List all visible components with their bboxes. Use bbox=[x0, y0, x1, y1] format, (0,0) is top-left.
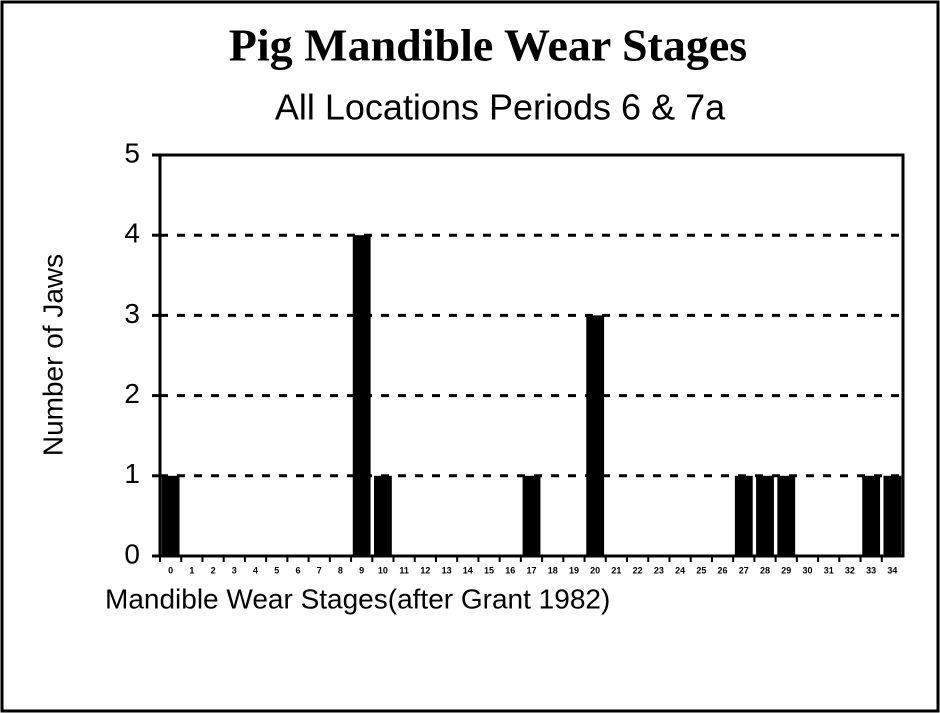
x-tick-label: 24 bbox=[675, 565, 685, 575]
x-tick-label: 19 bbox=[569, 565, 579, 575]
bar bbox=[161, 475, 180, 556]
x-tick-label: 30 bbox=[802, 565, 812, 575]
x-tick-label: 5 bbox=[274, 565, 279, 575]
x-tick-label: 4 bbox=[253, 565, 258, 575]
x-tick-label: 11 bbox=[399, 565, 409, 575]
bar bbox=[586, 315, 605, 556]
bar bbox=[883, 475, 902, 556]
y-tick-label: 3 bbox=[124, 298, 140, 329]
x-tick-label: 9 bbox=[359, 565, 364, 575]
x-tick-label: 26 bbox=[718, 565, 728, 575]
bar bbox=[777, 475, 796, 556]
x-tick-label: 28 bbox=[760, 565, 770, 575]
bar bbox=[373, 475, 392, 556]
x-tick-label: 0 bbox=[168, 565, 173, 575]
x-tick-label: 10 bbox=[378, 565, 388, 575]
x-tick-label: 7 bbox=[317, 565, 322, 575]
x-tick-label: 1 bbox=[189, 565, 194, 575]
x-tick-label: 12 bbox=[420, 565, 430, 575]
x-tick-label: 15 bbox=[484, 565, 494, 575]
x-tick-label: 23 bbox=[654, 565, 664, 575]
x-tick-label: 20 bbox=[590, 565, 600, 575]
x-tick-label: 3 bbox=[232, 565, 237, 575]
x-axis-label: Mandible Wear Stages(after Grant 1982) bbox=[105, 583, 610, 614]
x-tick-label: 18 bbox=[548, 565, 558, 575]
x-tick-label: 2 bbox=[211, 565, 216, 575]
x-tick-label: 21 bbox=[611, 565, 621, 575]
x-tick-label: 16 bbox=[505, 565, 515, 575]
x-tick-label: 32 bbox=[845, 565, 855, 575]
x-tick-label: 34 bbox=[887, 565, 897, 575]
bar bbox=[352, 235, 371, 556]
x-tick-label: 27 bbox=[739, 565, 749, 575]
x-tick-label: 8 bbox=[338, 565, 343, 575]
y-tick-label: 2 bbox=[124, 378, 140, 409]
x-tick-label: 22 bbox=[633, 565, 643, 575]
y-tick-label: 4 bbox=[124, 218, 140, 249]
x-tick-label: 25 bbox=[696, 565, 706, 575]
bar bbox=[862, 475, 881, 556]
y-tick-label: 1 bbox=[124, 458, 140, 489]
bar bbox=[756, 475, 774, 556]
bar bbox=[522, 475, 541, 556]
chart-subtitle: All Locations Periods 6 & 7a bbox=[275, 87, 726, 128]
x-tick-label: 31 bbox=[824, 565, 834, 575]
y-tick-label: 5 bbox=[124, 137, 140, 168]
y-tick-label: 0 bbox=[124, 538, 140, 569]
x-tick-label: 17 bbox=[526, 565, 536, 575]
x-tick-label: 14 bbox=[463, 565, 473, 575]
y-axis-label: Number of Jaws bbox=[37, 254, 68, 456]
x-tick-label: 33 bbox=[866, 565, 876, 575]
chart-title: Pig Mandible Wear Stages bbox=[229, 20, 747, 71]
x-tick-label: 13 bbox=[442, 565, 452, 575]
bar bbox=[734, 475, 753, 556]
x-tick-label: 6 bbox=[295, 565, 300, 575]
x-tick-label: 29 bbox=[781, 565, 791, 575]
